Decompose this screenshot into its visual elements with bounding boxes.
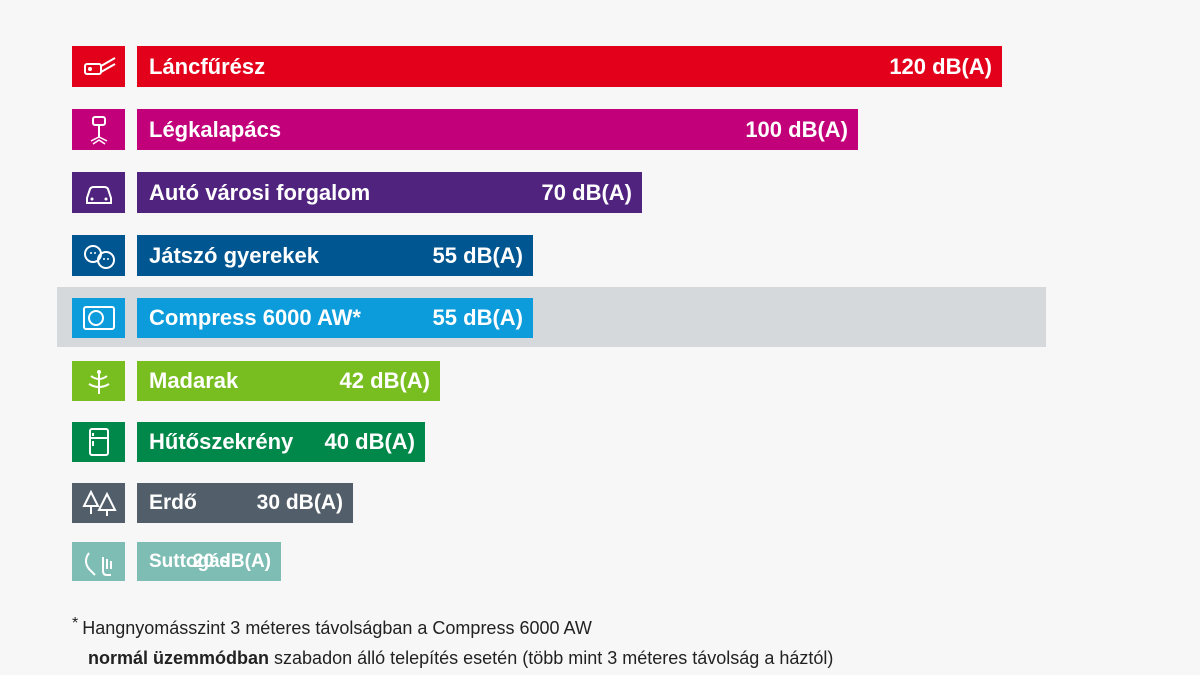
bar-label: Compress 6000 AW* xyxy=(149,305,361,330)
footnote-star: * xyxy=(72,615,79,632)
noise-level-chart: Láncfűrész 120 dB(A) Légkalapács 100 dB(A) A… xyxy=(57,46,1046,581)
bar-value-label: 55 dB(A) xyxy=(432,242,523,268)
heat-pump-icon xyxy=(72,298,125,338)
footnote-text-1: Hangnyomásszint 3 méteres távolságban a … xyxy=(82,618,592,638)
footnote: * Hangnyomásszint 3 méteres távolságban a… xyxy=(72,614,1172,672)
children-icon xyxy=(72,235,125,276)
bar: Autó városi forgalom 70 dB(A) xyxy=(137,172,642,213)
bar-value-label: 40 dB(A) xyxy=(324,429,415,454)
bar: Compress 6000 AW* 55 dB(A) xyxy=(137,298,533,338)
footnote-line-1: * Hangnyomásszint 3 méteres távolságban a… xyxy=(72,614,1172,644)
footnote-text-2: szabadon álló telepítés esetén (több min… xyxy=(269,648,834,668)
bar-label: Játszó gyerekek xyxy=(149,242,319,268)
bar: Suttogás 20 dB(A) xyxy=(137,542,281,581)
fridge-icon xyxy=(72,422,125,462)
bar: Madarak 42 dB(A) xyxy=(137,361,440,401)
bar: Hűtőszekrény 40 dB(A) xyxy=(137,422,425,462)
bar-label: Erdő xyxy=(149,491,197,514)
footnote-line-2: normál üzemmódban szabadon álló telepíté… xyxy=(72,644,1172,672)
bar-label: Suttogás xyxy=(149,550,231,572)
bar-value-label: 30 dB(A) xyxy=(256,491,343,514)
bar-value-label: 120 dB(A) xyxy=(889,53,992,79)
bird-icon xyxy=(72,361,125,401)
bar: Láncfűrész 120 dB(A) xyxy=(137,46,1002,87)
bar-value-label: 100 dB(A) xyxy=(745,116,848,142)
bar: Erdő 30 dB(A) xyxy=(137,483,353,523)
bar-label: Autó városi forgalom xyxy=(149,179,371,205)
bar-value-label: 42 dB(A) xyxy=(339,368,430,393)
whisper-icon xyxy=(72,542,125,581)
bar-label: Láncfűrész xyxy=(149,53,266,79)
car-icon xyxy=(72,172,125,213)
bar: Légkalapács 100 dB(A) xyxy=(137,109,858,150)
chainsaw-icon xyxy=(72,46,125,87)
forest-icon xyxy=(72,483,125,523)
jackhammer-icon xyxy=(72,109,125,150)
bar-value-label: 55 dB(A) xyxy=(432,305,523,330)
bar-label: Madarak xyxy=(149,368,239,393)
bar-label: Hűtőszekrény xyxy=(149,429,294,454)
bar-value-label: 70 dB(A) xyxy=(541,179,632,205)
bar: Játszó gyerekek 55 dB(A) xyxy=(137,235,533,276)
bar-value-label: 20 dB(A) xyxy=(192,550,271,572)
bar-label: Légkalapács xyxy=(149,116,282,142)
footnote-bold-text: normál üzemmódban xyxy=(88,648,270,668)
